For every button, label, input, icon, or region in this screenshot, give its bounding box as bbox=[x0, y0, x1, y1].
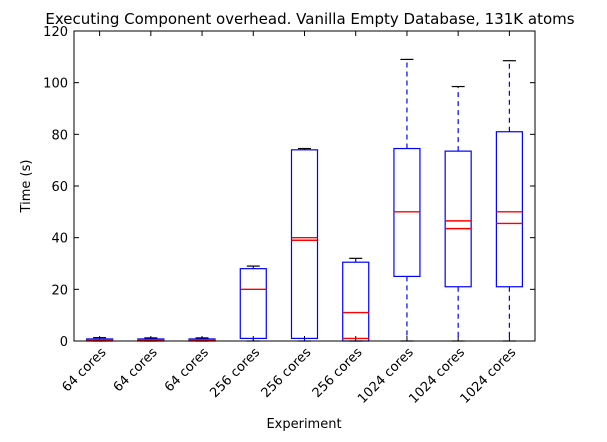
y-tick-label: 20 bbox=[51, 283, 68, 298]
x-tick-label: 256 cores bbox=[310, 345, 366, 401]
x-tick-label: 1024 cores bbox=[458, 345, 520, 407]
box-plot-item bbox=[444, 85, 472, 342]
box-plot-item bbox=[342, 257, 370, 342]
box-plot-item bbox=[290, 147, 319, 342]
x-tick-label: 256 cores bbox=[259, 345, 315, 401]
y-axis-label: Time (s) bbox=[19, 160, 34, 214]
x-tick-label: 256 cores bbox=[207, 345, 263, 401]
y-tick-label: 0 bbox=[60, 335, 68, 350]
y-tick-label: 120 bbox=[43, 25, 68, 40]
x-tick-label: 64 cores bbox=[162, 345, 212, 395]
iqr-box bbox=[290, 149, 319, 340]
y-tick-label: 40 bbox=[51, 232, 68, 247]
y-tick-label: 80 bbox=[51, 128, 68, 143]
box-series bbox=[86, 58, 523, 342]
plot-frame bbox=[73, 30, 536, 342]
box-plot-item bbox=[495, 60, 523, 342]
chart-title: Executing Component overhead. Vanilla Em… bbox=[45, 10, 574, 28]
y-tick-label: 60 bbox=[51, 180, 68, 195]
x-axis-label: Experiment bbox=[266, 417, 341, 432]
iqr-box bbox=[495, 131, 523, 288]
iqr-box bbox=[444, 150, 472, 288]
iqr-box bbox=[342, 261, 370, 342]
iqr-box bbox=[239, 268, 267, 340]
box-plot-item bbox=[393, 58, 421, 342]
x-tick-label: 64 cores bbox=[111, 345, 161, 395]
y-axis: 0 20 40 60 80 100 120 bbox=[43, 25, 535, 350]
box-plot-item bbox=[239, 265, 267, 342]
x-tick-label: 64 cores bbox=[60, 345, 110, 395]
y-tick-label: 100 bbox=[43, 77, 68, 92]
box-plot-item bbox=[86, 337, 114, 342]
